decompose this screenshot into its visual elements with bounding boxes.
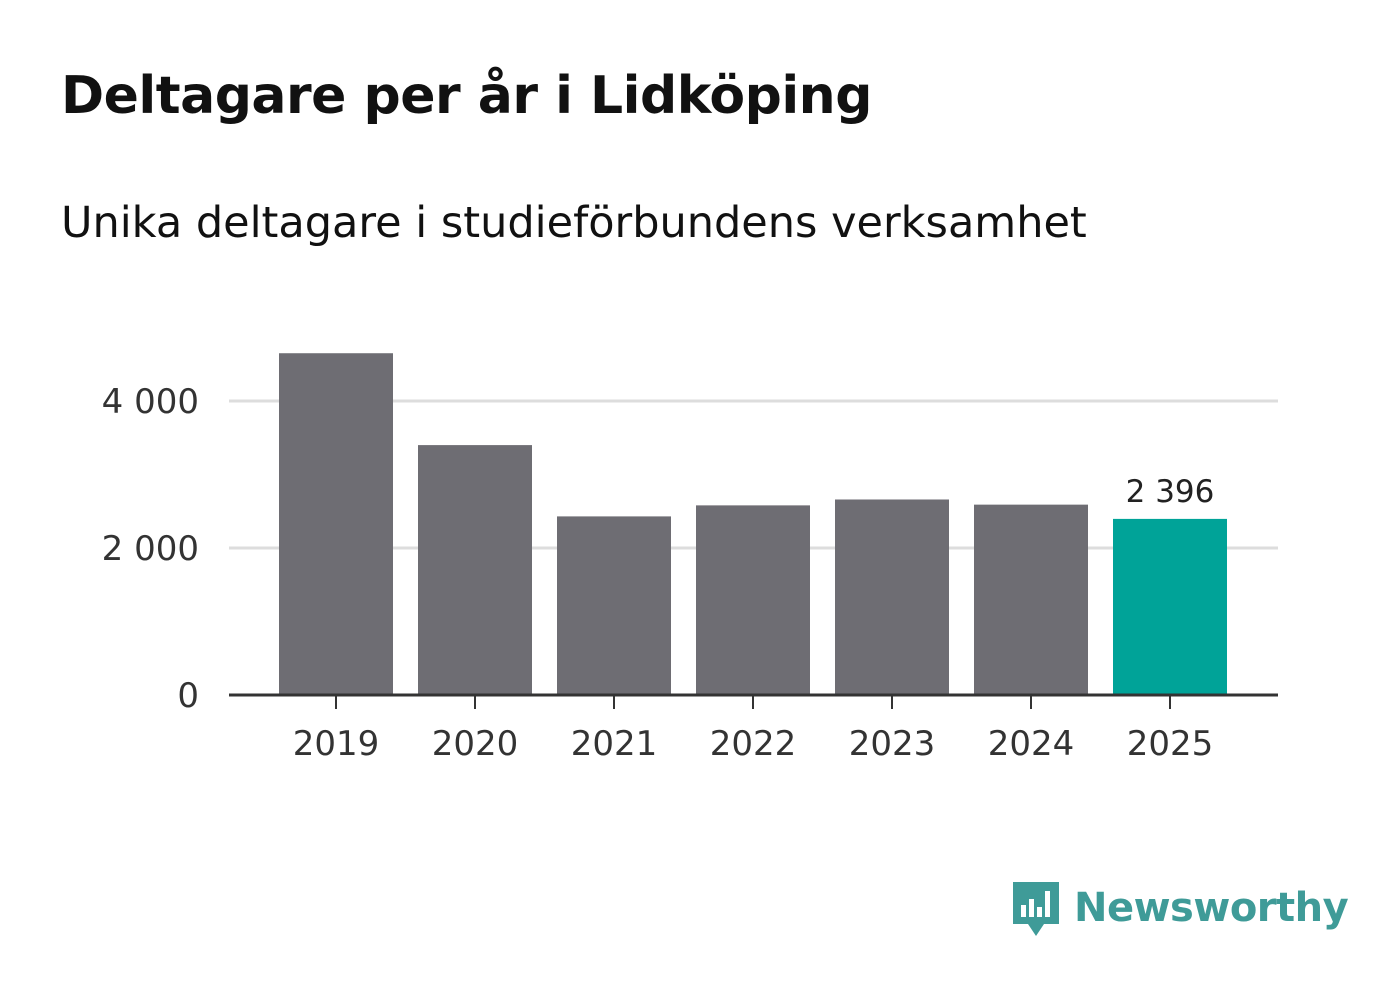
- y-tick-label: 0: [177, 676, 199, 716]
- x-tick-label: 2022: [710, 724, 797, 764]
- bar-2021: [557, 516, 671, 695]
- newsworthy-logo: Newsworthy: [1010, 878, 1349, 938]
- newsworthy-logo-icon: [1013, 882, 1059, 936]
- y-tick-label: 4 000: [102, 382, 199, 422]
- bar-2019: [279, 353, 393, 695]
- chart-title: Deltagare per år i Lidköping: [61, 66, 872, 126]
- x-tick-label: 2020: [432, 724, 519, 764]
- data-label: 2 396: [1126, 474, 1215, 510]
- chart-subtitle: Unika deltagare i studieförbundens verks…: [61, 198, 1087, 248]
- bar-2023: [835, 499, 949, 695]
- bar-2024: [974, 504, 1088, 695]
- x-axis: 2019 2020 2021 2022 2023 2024 2025: [229, 693, 1278, 764]
- newsworthy-logo-text: Newsworthy: [1074, 885, 1349, 931]
- x-tick-label: 2025: [1127, 724, 1214, 764]
- data-labels: 2 396: [1126, 474, 1215, 510]
- x-tick-label: 2019: [293, 724, 380, 764]
- x-tick-label: 2023: [849, 724, 936, 764]
- x-tick-label: 2024: [988, 724, 1075, 764]
- bars: [279, 353, 1227, 695]
- x-tick-label: 2021: [571, 724, 658, 764]
- bar-2025: [1113, 518, 1227, 695]
- y-tick-label: 2 000: [102, 529, 199, 569]
- bar-2022: [696, 505, 810, 695]
- y-axis: 0 2 000 4 000: [102, 382, 199, 716]
- bar-2020: [418, 445, 532, 695]
